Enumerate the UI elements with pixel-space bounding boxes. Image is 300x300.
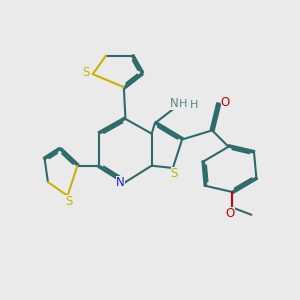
Text: N: N	[116, 176, 124, 189]
Text: H: H	[190, 100, 198, 110]
Text: S: S	[65, 195, 73, 208]
Text: H: H	[179, 99, 188, 109]
Text: S: S	[82, 66, 90, 79]
Text: O: O	[226, 207, 235, 220]
Text: S: S	[171, 167, 178, 180]
Text: O: O	[220, 96, 230, 109]
Text: N: N	[170, 98, 179, 110]
